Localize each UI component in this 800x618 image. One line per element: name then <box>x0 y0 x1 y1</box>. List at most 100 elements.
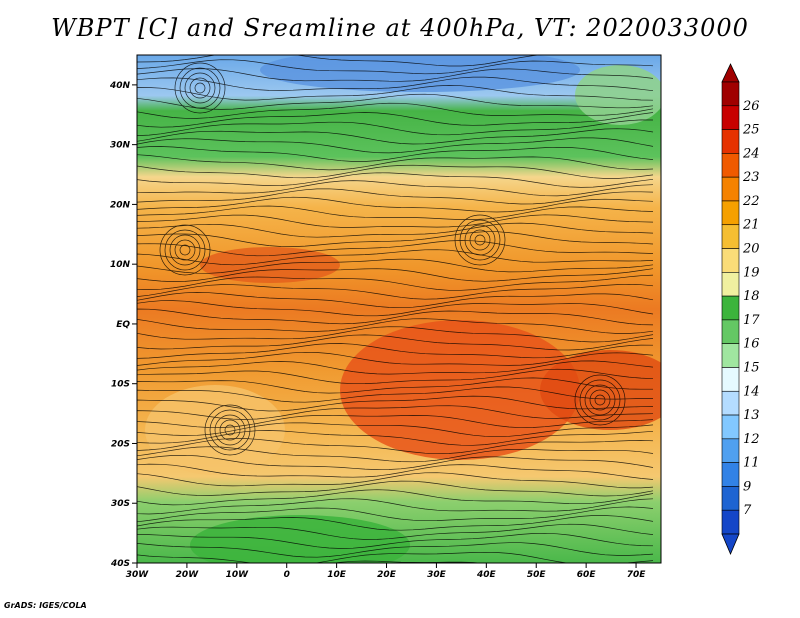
colorbar-label: 9 <box>743 479 751 494</box>
colorbar-segment <box>721 509 740 535</box>
streamline <box>137 360 654 375</box>
streamline <box>137 446 654 463</box>
streamline <box>137 523 654 540</box>
streamline-eddy <box>179 67 221 109</box>
lon-tick-label: 70E <box>627 570 647 580</box>
lon-tick-label: 60E <box>577 570 597 580</box>
colorbar-segment <box>721 224 740 249</box>
streamline <box>137 196 654 213</box>
colorbar-label: 15 <box>743 361 760 376</box>
streamline-eddy <box>204 404 256 456</box>
streamline <box>137 368 654 385</box>
streamline <box>137 377 653 394</box>
streamline <box>137 154 654 171</box>
streamline-eddy <box>194 82 206 94</box>
colorbar-segment <box>721 319 740 344</box>
streamline <box>137 112 654 128</box>
streamline <box>137 300 654 317</box>
streamline <box>137 386 654 403</box>
colorbar-label: 24 <box>742 146 760 161</box>
colorbar-segment <box>721 438 740 463</box>
streamline <box>137 240 654 257</box>
lat-axis: 40N 30N 20N 10N EQ 10S 20S 30S 40S <box>109 81 137 569</box>
streamline <box>137 205 654 220</box>
lon-tick-label: 30E <box>427 570 447 580</box>
colorbar-label: 13 <box>743 408 760 423</box>
colorbar-label: 14 <box>743 384 760 399</box>
colorbar-label: 16 <box>743 337 760 352</box>
lat-tick-label: 30N <box>110 141 131 151</box>
plot-frame <box>136 54 662 564</box>
streamline <box>137 498 654 515</box>
streamline <box>137 283 654 300</box>
streamline <box>137 128 654 145</box>
plot-background <box>137 55 661 563</box>
cool-region-southwest <box>190 515 410 563</box>
streamline-eddy <box>459 219 501 261</box>
streamline <box>137 480 654 497</box>
streamline <box>137 231 654 247</box>
streamline-eddy <box>469 229 491 251</box>
streamline <box>137 463 654 480</box>
colorbar-label: 25 <box>742 123 760 138</box>
lon-tick-label: 10W <box>226 570 250 580</box>
colorbar-segment <box>721 367 740 392</box>
streamline-eddy <box>474 234 486 246</box>
streamline <box>137 249 654 266</box>
streamline-eddy <box>174 62 226 114</box>
streamline <box>137 532 654 549</box>
lat-tick-label: 30S <box>111 499 130 509</box>
streamline <box>137 268 654 282</box>
streamline-eddy <box>214 414 246 446</box>
lon-tick-label: 10E <box>327 570 347 580</box>
colorbar-segment <box>721 200 740 226</box>
lat-tick-label: 40N <box>109 81 131 91</box>
streamline-eddy <box>164 229 206 271</box>
colorbar-label: 18 <box>743 289 760 304</box>
lon-tick-label: 30W <box>126 570 150 580</box>
streamline <box>331 560 484 563</box>
streamline <box>137 308 654 326</box>
colorbar-label: 7 <box>743 503 752 518</box>
streamline <box>137 318 654 334</box>
colorbar-segment <box>721 248 740 273</box>
streamline-eddy <box>594 394 606 406</box>
lon-axis: 30W 20W 10W 0 10E 20E 30E 40E 50E 60E 70E <box>126 563 646 580</box>
streamline <box>137 59 654 75</box>
lat-tick-label: 10N <box>110 260 131 270</box>
lat-tick-label: EQ <box>116 320 130 330</box>
streamline <box>137 542 654 558</box>
lon-tick-label: 20E <box>377 570 397 580</box>
lon-tick-label: 50E <box>527 570 547 580</box>
streamline <box>137 222 654 238</box>
lat-tick-label: 40S <box>110 559 130 569</box>
colorbar-segment <box>721 272 740 297</box>
colorbar-segment <box>721 176 740 202</box>
streamline <box>137 85 654 101</box>
streamline <box>137 119 654 136</box>
colorbar-segment <box>721 343 740 368</box>
streamline-eddy <box>174 239 196 261</box>
streamline <box>137 343 654 359</box>
streamline <box>137 430 654 446</box>
streamline <box>137 351 654 366</box>
streamline <box>137 214 654 228</box>
streamline <box>137 489 654 506</box>
streamline <box>137 292 654 309</box>
colorbar-segment <box>721 486 740 511</box>
colorbar-label: 17 <box>743 313 760 328</box>
lat-tick-label: 10S <box>111 380 130 390</box>
streamlines <box>137 55 654 563</box>
streamline-eddy <box>179 244 191 256</box>
colorbar-segment <box>721 390 740 416</box>
colorbar-label: 19 <box>743 265 760 280</box>
streamline <box>137 472 654 489</box>
streamline <box>137 334 654 351</box>
streamline-eddy <box>574 374 626 426</box>
colorbar-segment <box>721 105 740 130</box>
lat-tick-label: 20N <box>110 200 131 210</box>
streamline <box>137 274 654 291</box>
streamline <box>137 172 654 188</box>
streamline-eddy <box>584 384 616 416</box>
streamline <box>137 506 654 523</box>
